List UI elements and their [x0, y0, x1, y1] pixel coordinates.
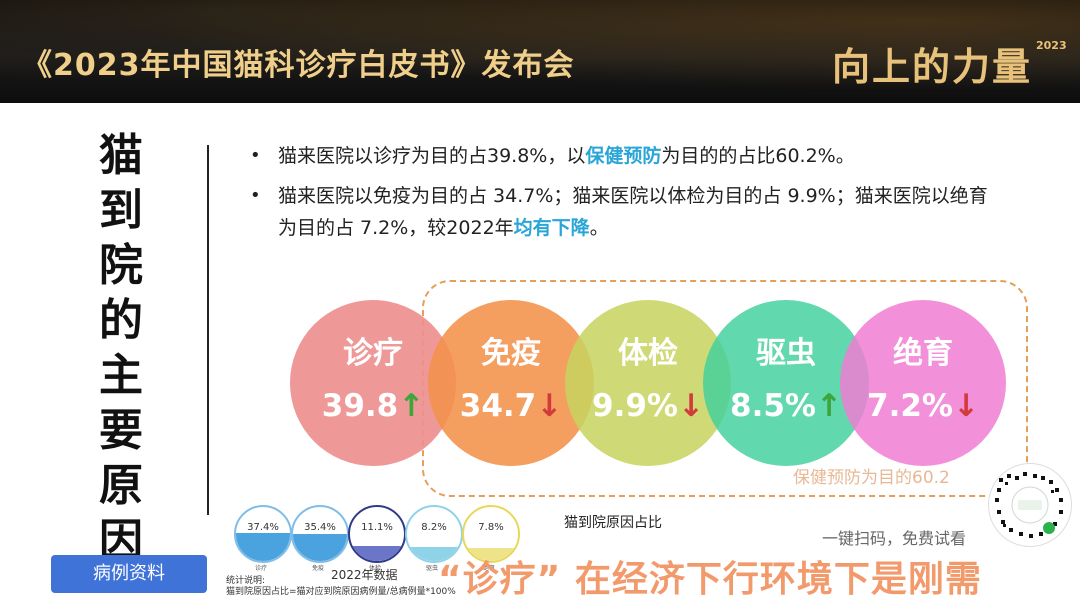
mini-fill	[464, 547, 518, 561]
bullet-text: 为目的的占比60.2%。	[661, 145, 855, 167]
mini-label: 绝育	[482, 565, 495, 572]
mini-chart-year: 2022年数据	[331, 568, 398, 582]
circle-value: 7.2%	[867, 388, 953, 424]
arrow-down-icon: ↓	[953, 388, 979, 424]
circle-value: 39.8	[321, 388, 399, 424]
mini-fill	[293, 534, 347, 561]
case-materials-button[interactable]: 病例资料	[51, 555, 207, 593]
mini-circle: 8.2%	[405, 505, 463, 563]
header-banner: 《2023年中国猫科诊疗白皮书》发布会 向上的力量 2023	[0, 0, 1080, 103]
mini-value: 8.2%	[421, 522, 447, 533]
bullet-text: 猫来医院以免疫为目的占 34.7%；猫来医院以体检为目的占 9.9%；猫来医院以…	[278, 185, 988, 239]
circle-label: 绝育	[893, 336, 953, 371]
mini-fill	[350, 545, 404, 561]
circle-sterilization	[840, 300, 1006, 466]
bullet-highlight: 保健预防	[585, 145, 662, 167]
header-glow	[0, 0, 1080, 103]
circle-value-wrap: 7.2%↓	[840, 388, 1006, 424]
circle-label: 免疫	[481, 336, 541, 371]
stat-note-formula: 猫到院原因占比=猫对应到院原因病例量/总病例量*100%	[226, 587, 456, 597]
mini-value: 35.4%	[304, 522, 336, 533]
bullet-highlight: 均有下降	[513, 217, 590, 239]
circle-value: 34.7	[459, 388, 537, 424]
prevention-note: 保健预防为目的60.2	[793, 468, 950, 488]
bullet-item: • 猫来医院以免疫为目的占 34.7%；猫来医院以体检为目的占 9.9%；猫来医…	[248, 180, 988, 244]
circle-label: 驱虫	[756, 336, 816, 371]
qr-code-icon[interactable]	[988, 463, 1072, 547]
qr-code-graphic	[995, 472, 1063, 538]
bullet-text: 。	[589, 217, 609, 239]
arrow-up-icon: ↑	[816, 388, 842, 424]
mini-circle: 35.4%	[291, 505, 349, 563]
circle-value-wrap: 39.8↑	[290, 388, 456, 424]
arrow-up-icon: ↑	[398, 388, 425, 424]
mini-label: 诊疗	[254, 565, 267, 572]
mini-circle: 7.8%	[462, 505, 520, 563]
mini-fill	[407, 547, 461, 561]
mini-value: 37.4%	[247, 522, 279, 533]
circle-value: 8.5%	[730, 388, 816, 424]
circle-value-wrap: 34.7↓	[428, 388, 594, 424]
chart-caption: 猫到院原因占比	[564, 515, 662, 531]
mini-label: 免疫	[311, 565, 324, 572]
bullet-list: • 猫来医院以诊疗为目的占39.8%，以保健预防为目的的占比60.2%。 • 猫…	[248, 140, 988, 252]
mini-chart-2022: 37.4% 诊疗 35.4% 免疫 11.1% 体检 8.2% 驱虫 7.8% …	[234, 505, 534, 572]
bullet-dot: •	[250, 145, 261, 166]
stat-note: 统计说明: 猫到院原因占比=猫对应到院原因病例量/总病例量*100%	[226, 576, 456, 598]
arrow-down-icon: ↓	[678, 388, 704, 424]
bullet-item: • 猫来医院以诊疗为目的占39.8%，以保健预防为目的的占比60.2%。	[248, 140, 988, 172]
mini-circle: 37.4%	[234, 505, 292, 563]
mini-label: 驱虫	[425, 565, 438, 572]
circle-value: 9.9%	[592, 388, 678, 424]
mini-value: 11.1%	[361, 522, 393, 533]
event-title: 《2023年中国猫科诊疗白皮书》发布会	[22, 48, 575, 83]
slogan: “诊疗” 在经济下行环境下是刚需	[438, 559, 982, 600]
side-title: 猫到院的主要原因	[99, 130, 143, 566]
circle-value-wrap: 9.9%↓	[565, 388, 731, 424]
mini-circle: 11.1%	[348, 505, 406, 563]
bullet-dot: •	[250, 185, 261, 206]
brand-year: 2023	[1036, 40, 1067, 52]
mini-fill	[236, 533, 290, 561]
bullet-text: 猫来医院以诊疗为目的占39.8%，以	[278, 145, 586, 167]
mini-label: 体检	[368, 565, 381, 572]
stat-note-title: 统计说明:	[226, 576, 266, 586]
arrow-down-icon: ↓	[536, 388, 563, 424]
circle-label: 诊疗	[343, 336, 403, 371]
divider-line	[207, 145, 209, 515]
scan-tip: 一键扫码，免费试看	[822, 529, 967, 548]
circle-value-wrap: 8.5%↑	[703, 388, 869, 424]
mini-value: 7.8%	[478, 522, 504, 533]
brand-logo-text: 向上的力量	[831, 45, 1032, 89]
circle-label: 体检	[618, 336, 678, 371]
